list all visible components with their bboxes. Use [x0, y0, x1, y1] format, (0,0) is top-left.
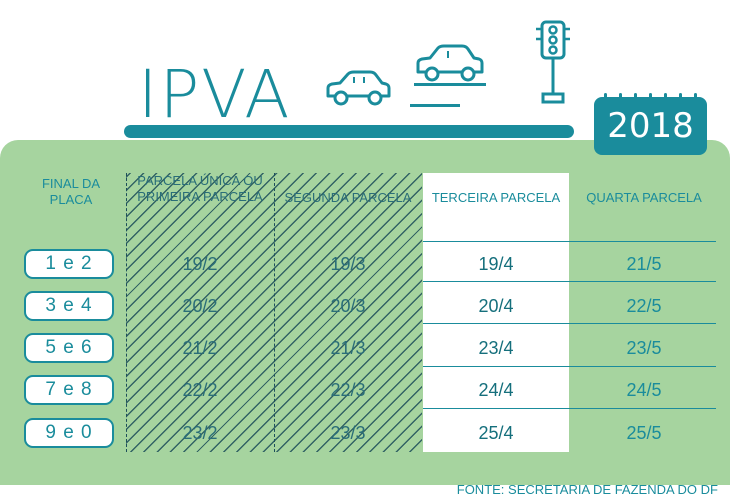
source-credit: FONTE: SECRETARIA DE FAZENDA DO DF [456, 482, 718, 497]
table-cell: 24/4 [478, 380, 514, 400]
table-cell: 21/3 [330, 338, 366, 358]
year-badge: 2018 [594, 93, 707, 155]
title-underline [124, 125, 574, 138]
table-cell: 19/4 [478, 254, 514, 274]
header-final-placa: FINAL DA PLACA [41, 176, 101, 207]
year-label: 2018 [607, 106, 694, 146]
traffic-light-icon [536, 20, 570, 104]
table-cell: 25/4 [478, 423, 514, 443]
row-divider [423, 241, 716, 242]
header-segunda-parcela: SEGUNDA PARCELA [284, 190, 412, 205]
plate-badge: 7 e 8 [24, 375, 114, 405]
table-cell: 19/2 [182, 254, 218, 274]
road-line [414, 83, 486, 86]
table-cell: 23/4 [478, 338, 514, 358]
plate-badge: 9 e 0 [24, 418, 114, 448]
row-divider [423, 366, 716, 367]
table-cell: 24/5 [626, 380, 662, 400]
table-cell: 20/2 [182, 296, 218, 316]
highlight-column [423, 173, 569, 452]
table-cell: 22/3 [330, 380, 366, 400]
plate-badge: 1 e 2 [24, 249, 114, 279]
row-divider [423, 323, 716, 324]
table-cell: 23/2 [182, 423, 218, 443]
road-line [410, 104, 460, 107]
table-cell: 21/5 [626, 254, 662, 274]
table-cell: 23/3 [330, 423, 366, 443]
table-cell: 19/3 [330, 254, 366, 274]
table-cell: 20/3 [330, 296, 366, 316]
table-cell: 22/5 [626, 296, 662, 316]
car-icon [416, 44, 484, 82]
table-cell: 23/5 [626, 338, 662, 358]
header-primeira-parcela: PARCELA ÚNICA OU PRIMEIRA PARCELA [137, 173, 263, 204]
row-divider [423, 408, 716, 409]
table-cell: 25/5 [626, 423, 662, 443]
column-divider [126, 173, 128, 452]
plate-badge: 5 e 6 [24, 333, 114, 363]
table-cell: 20/4 [478, 296, 514, 316]
row-divider [423, 281, 716, 282]
column-divider [274, 173, 276, 452]
header-terceira-parcela: TERCEIRA PARCELA [431, 190, 561, 205]
plate-badge: 3 e 4 [24, 291, 114, 321]
car-icon [326, 70, 391, 106]
table-cell: 22/2 [182, 380, 218, 400]
table-cell: 21/2 [182, 338, 218, 358]
header-quarta-parcela: QUARTA PARCELA [586, 190, 702, 205]
page-title: IPVA [138, 56, 292, 133]
